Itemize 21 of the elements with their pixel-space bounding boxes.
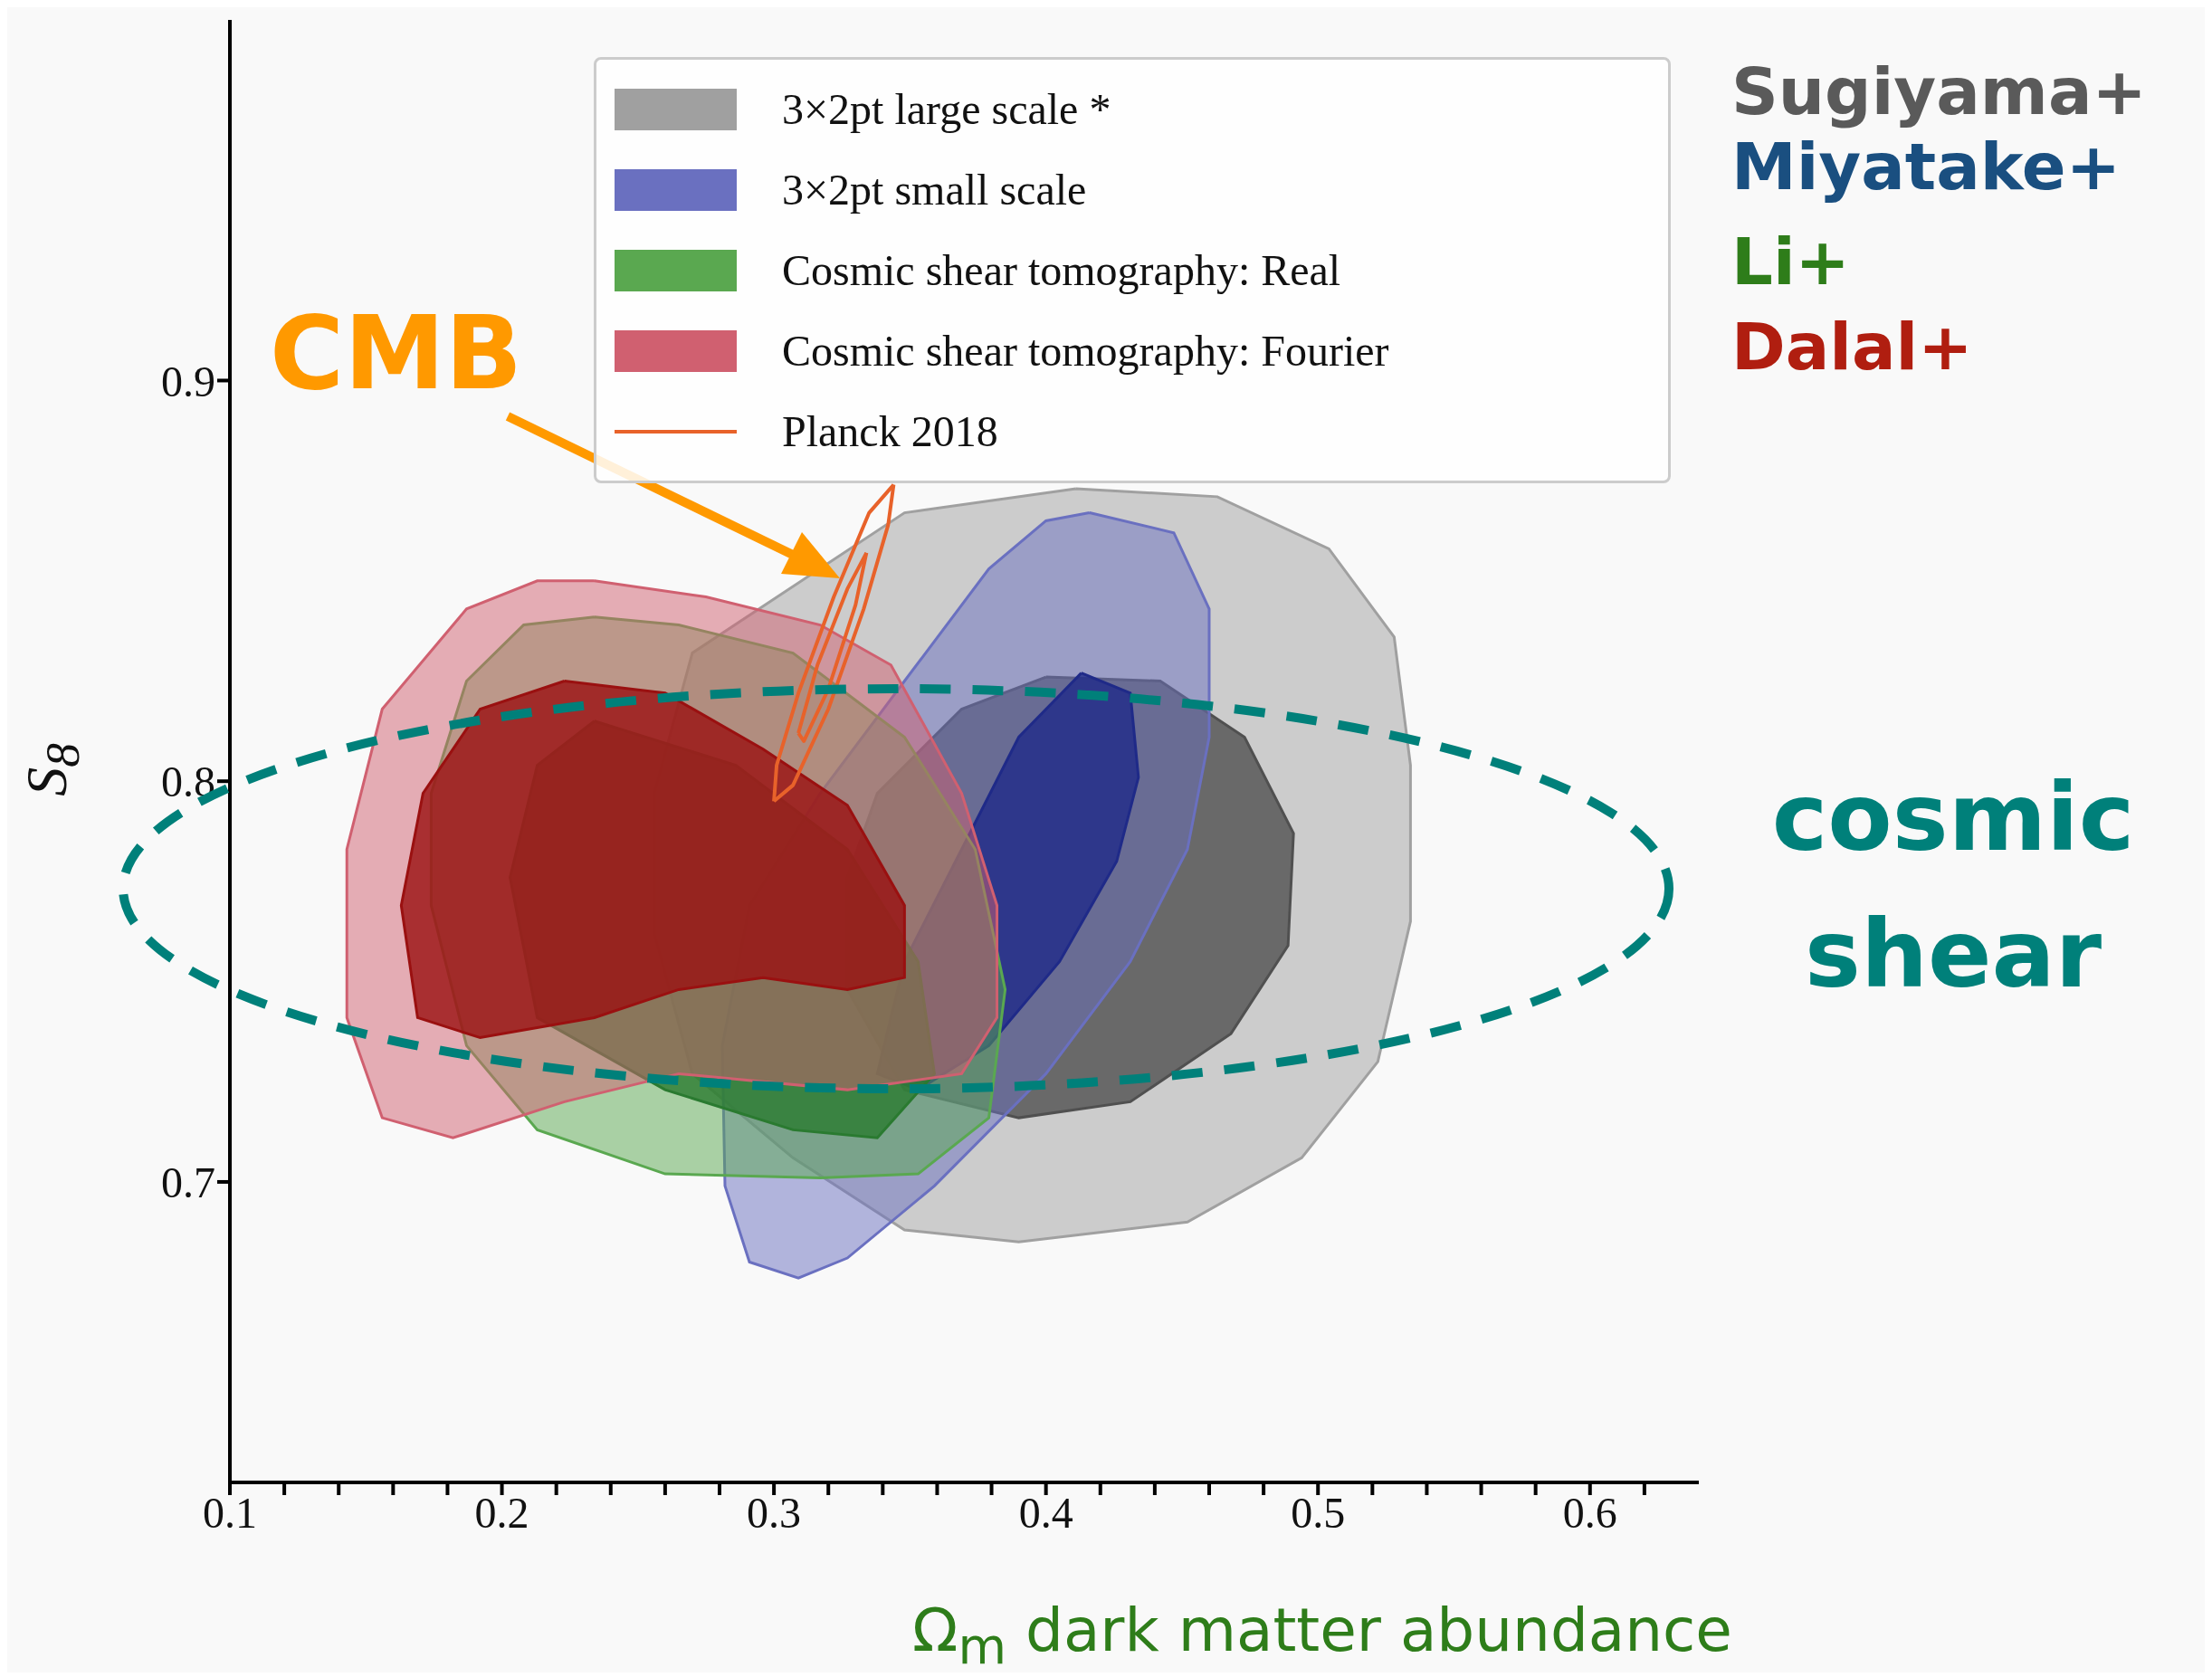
legend-label: Cosmic shear tomography: Fourier: [782, 326, 1389, 376]
y-tick-label: 0.8: [161, 758, 215, 806]
y-tick-label: 0.9: [161, 357, 215, 405]
text: Dalal+: [1731, 308, 1973, 386]
text: Sugiyama+: [1731, 52, 2147, 131]
y-tick-label: 0.7: [161, 1158, 215, 1206]
x-tick-label: 0.1: [203, 1489, 257, 1538]
x-tick-label: 0.5: [1291, 1489, 1346, 1538]
annotation: CMB: [270, 293, 523, 414]
legend-label: Planck 2018: [782, 406, 998, 456]
legend-label: 3×2pt small scale: [782, 165, 1087, 214]
legend-label: 3×2pt large scale *: [782, 84, 1111, 134]
x-tick-label: 0.2: [474, 1489, 529, 1538]
text: cosmic shear: [1770, 761, 2136, 1011]
legend-label: Cosmic shear tomography: Real: [782, 245, 1341, 295]
text: Li+: [1731, 223, 1850, 301]
x-tick-label: 0.6: [1562, 1489, 1617, 1538]
x-tick-label: 0.3: [747, 1489, 802, 1538]
text: Miyatake+: [1731, 129, 2121, 206]
x-tick-label: 0.4: [1018, 1489, 1073, 1538]
x-axis-title: Ω$_{m}$ dark matter abundance: [912, 1596, 1732, 1676]
